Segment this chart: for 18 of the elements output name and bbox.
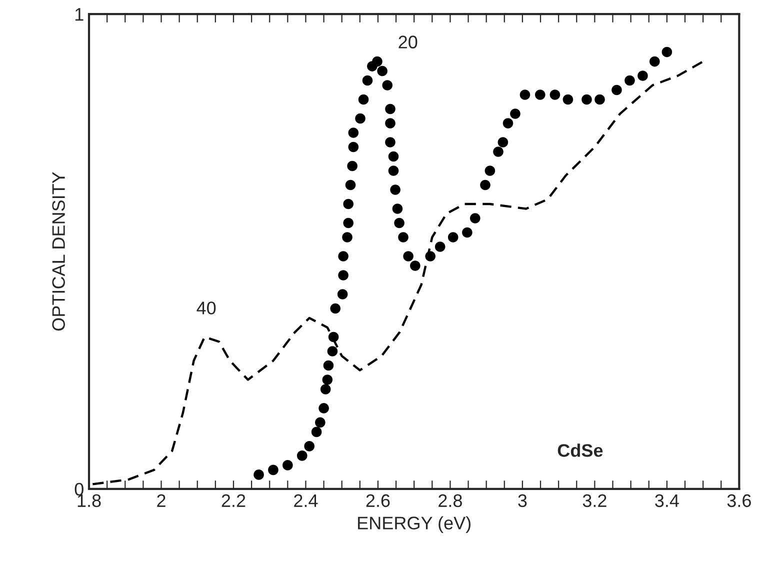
annotation: CdSe	[558, 444, 603, 457]
x-tick-label: 2.4	[294, 494, 318, 507]
annotation: 20	[398, 36, 418, 48]
x-axis-title: ENERGY (eV)	[358, 516, 470, 534]
x-tick-label: 3.6	[727, 494, 751, 508]
line-series	[92, 60, 704, 486]
annotation: 40	[196, 302, 216, 314]
x-tick-label: 3.4	[655, 494, 679, 508]
x-tick-label: 3.2	[582, 494, 606, 508]
y-axis-title: OPTICAL DENSITY	[52, 172, 65, 331]
y-tick-label: 1	[75, 8, 84, 21]
x-tick-label: 2.2	[222, 494, 246, 507]
y-tick-label: 0	[74, 482, 84, 496]
x-tick-label: 2.8	[438, 494, 462, 508]
x-tick-label: 2	[157, 494, 166, 507]
x-tick-label: 2.6	[366, 494, 390, 508]
x-tick-label: 1.8	[78, 494, 101, 508]
x-tick-label: 3	[518, 494, 527, 508]
